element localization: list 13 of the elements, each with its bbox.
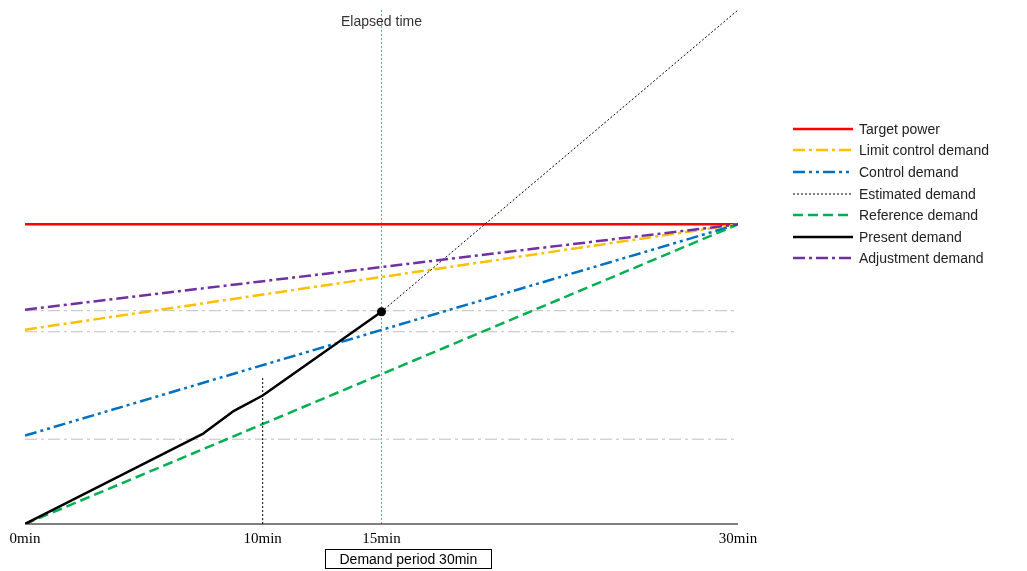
legend-label: Estimated demand <box>859 185 976 202</box>
x-tick-label: 30min <box>718 529 758 546</box>
text: Demand period 30min <box>324 549 493 569</box>
legend-label: Reference demand <box>859 207 979 224</box>
ref-line-label: Elapsed time <box>341 12 423 29</box>
legend-label: Control demand <box>859 163 959 180</box>
x-tick-label: 0min <box>9 529 41 546</box>
x-tick-label: 15min <box>362 529 402 546</box>
legend-label: Target power <box>859 120 940 137</box>
legend-label: Limit control demand <box>859 142 989 159</box>
legend-label: Adjustment demand <box>859 250 984 267</box>
legend-label: Present demand <box>859 228 962 245</box>
x-tick-label: 10min <box>243 529 283 546</box>
